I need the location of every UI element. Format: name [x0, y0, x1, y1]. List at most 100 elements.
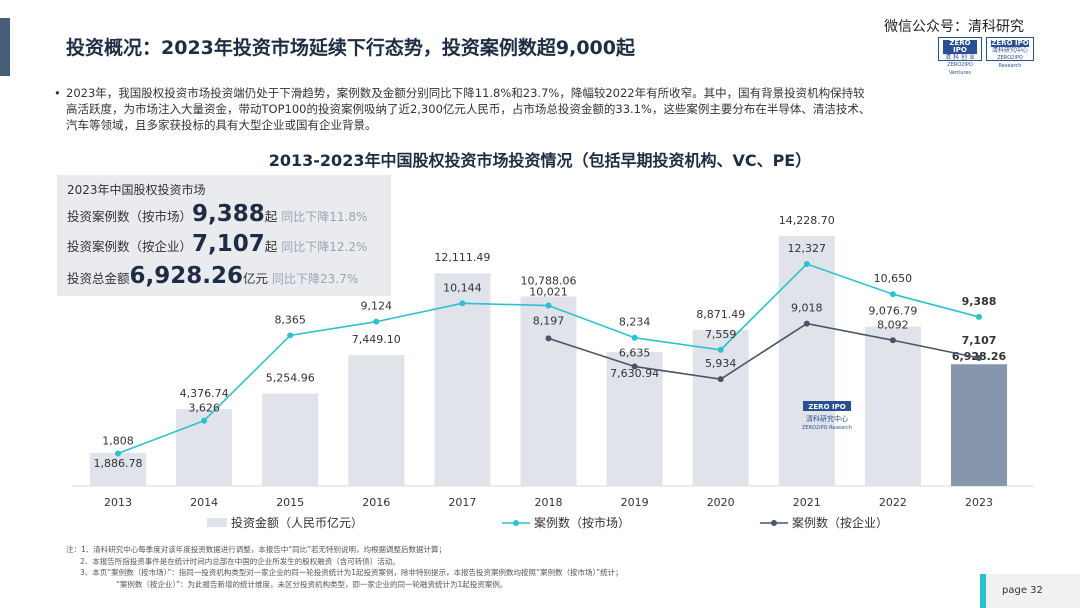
summary-row-market-value: 9,388	[192, 201, 265, 227]
legend-label-amount: 投资金额（人民币亿元）	[231, 515, 363, 530]
page-title: 投资概况：2023年投资市场延续下行态势，投资案例数超9,000起	[66, 37, 635, 59]
bar-2019	[606, 351, 663, 486]
note-4: “案例数（按企业）”：为此报告新增的统计维度，未区分投资机构类型，即一家企业的同…	[116, 579, 508, 589]
bar-2022	[864, 326, 921, 486]
label-company-2018: 8,197	[533, 314, 565, 327]
note-3: 3、本页“案例数（按市场）”：指同一投资机构类型对一家企业的同一轮投资统计为1起…	[80, 568, 623, 578]
summary-row-amount-value: 6,928.26	[129, 263, 244, 289]
summary-row-company-value: 7,107	[192, 231, 265, 257]
point-market-2015	[287, 332, 294, 339]
page-footer-accent	[980, 574, 986, 608]
label-company-2020: 5,934	[705, 357, 737, 370]
bar-2017	[434, 273, 491, 486]
point-market-2023	[976, 313, 982, 320]
bullet-dot: •	[54, 86, 61, 100]
x-tick-2013: 2013	[104, 496, 132, 509]
bar-2020	[692, 330, 749, 486]
bar-2016	[348, 355, 405, 486]
label-market-2016: 9,124	[361, 300, 393, 313]
x-tick-2021: 2021	[793, 496, 821, 509]
point-market-2016	[373, 318, 380, 325]
bar-2023	[951, 364, 1007, 486]
label-market-2013: 1,808	[102, 434, 134, 447]
zero2ipo-ventures-logo: ZERO IPO 清 科 创 业 ZERO2IPO Ventures	[938, 37, 982, 76]
legend-marker-company	[771, 520, 777, 526]
logo-a-bot: ZERO2IPO Ventures	[947, 62, 973, 76]
point-market-2018	[545, 302, 552, 309]
bar-2013	[90, 452, 146, 486]
bar-label-2021: 14,228.70	[779, 214, 835, 227]
label-market-2021: 12,327	[788, 242, 827, 255]
chart-logo-mid: 清科研究中心	[806, 414, 848, 423]
legend-swatch-amount	[207, 518, 227, 527]
label-market-2019: 8,234	[619, 316, 651, 329]
bar-label-2013: 1,886.78	[94, 457, 143, 470]
legend-label-market: 案例数（按市场）	[534, 515, 630, 530]
summary-row-amount-label: 投资总金额	[67, 271, 130, 286]
point-company-2023	[976, 355, 982, 362]
label-market-2022: 10,650	[874, 272, 913, 285]
summary-row-market-yoy: 同比下降11.8%	[281, 210, 368, 224]
bullet-line-2: 高活跃度，为市场注入大量资金，带动TOP100的投资案例吸纳了近2,300亿元人…	[66, 102, 871, 116]
chart-logo-bot: ZERO2IPO Research	[802, 425, 852, 431]
bar-label-2022: 9,076.79	[868, 305, 917, 318]
point-market-2020	[717, 346, 724, 353]
summary-box: 2023年中国股权投资市场 投资案例数（按市场）9,388起 同比下降11.8% …	[57, 175, 391, 296]
point-market-2017	[459, 300, 466, 307]
x-tick-2015: 2015	[276, 496, 304, 509]
zero2ipo-research-logo: ZERO IPO 清科研究中心 ZERO2IPO Research	[986, 37, 1034, 69]
x-tick-2020: 2020	[707, 496, 735, 509]
summary-row-company-unit: 起	[264, 239, 278, 254]
summary-row-amount-unit: 亿元	[243, 271, 269, 286]
summary-row-company-label: 投资案例数（按企业）	[67, 239, 193, 254]
bar-label-2016: 7,449.10	[352, 333, 401, 346]
logo-a-mid: 清 科 创 业	[945, 54, 975, 61]
page-number: page 32	[1002, 585, 1043, 596]
line-company-cases	[548, 322, 980, 380]
bar-2021	[778, 236, 835, 486]
label-company-2023: 7,107	[962, 334, 997, 347]
bar-label-2014: 4,376.74	[180, 387, 229, 400]
point-market-2019	[631, 334, 638, 341]
legend-label-company: 案例数（按企业）	[792, 515, 888, 530]
bar-label-2018: 10,788.06	[521, 274, 577, 287]
bullet-line-1: 2023年，我国股权投资市场投资端仍处于下滑趋势，案例数及金额分别同比下降11.…	[66, 86, 865, 100]
note-2: 2、本报告所指投资事件是在统计时间内总部在中国的企业所发生的股权融资（含可转债）…	[80, 556, 400, 566]
bar-2015	[262, 393, 319, 486]
logo-b-mid: 清科研究中心	[991, 47, 1028, 54]
point-market-2013	[115, 450, 121, 457]
label-market-2015: 8,365	[274, 313, 306, 326]
label-company-2021: 9,018	[791, 302, 823, 315]
summary-bullet: • 2023年，我国股权投资市场投资端仍处于下滑趋势，案例数及金额分别同比下降1…	[54, 85, 1032, 133]
point-market-2021	[803, 261, 810, 267]
summary-row-amount-yoy: 同比下降23.7%	[272, 272, 359, 286]
label-market-2023: 9,388	[962, 295, 997, 308]
summary-row-amount: 投资总金额6,928.26亿元 同比下降23.7%	[67, 263, 358, 289]
x-tick-2019: 2019	[621, 496, 649, 509]
logo-b-bot: ZERO2IPO Research	[997, 55, 1023, 69]
chart-logo-bg	[803, 401, 851, 411]
summary-heading: 2023年中国股权投资市场	[67, 183, 206, 197]
note-1: 注：1、清科研究中心每季度对该年度投资数据进行调整，本报告中“同比”若无特别说明…	[66, 545, 447, 554]
label-market-2014: 3,626	[188, 402, 220, 415]
legend-marker-market	[513, 520, 519, 526]
footnotes: 注：1、清科研究中心每季度对该年度投资数据进行调整，本报告中“同比”若无特别说明…	[66, 544, 623, 590]
label-market-2020: 7,559	[705, 328, 737, 341]
label-company-2019: 6,635	[619, 347, 651, 360]
x-tick-2022: 2022	[879, 496, 907, 509]
bar-label-2017: 12,111.49	[434, 251, 490, 264]
x-tick-2017: 2017	[448, 496, 476, 509]
point-company-2018	[545, 335, 552, 342]
point-market-2022	[889, 291, 896, 298]
title-accent-bar	[0, 18, 10, 76]
label-company-2022: 8,092	[877, 318, 909, 331]
summary-row-market: 投资案例数（按市场）9,388起 同比下降11.8%	[67, 201, 367, 227]
summary-row-market-unit: 起	[264, 209, 278, 224]
bar-2018	[520, 296, 577, 486]
bar-label-2015: 5,254.96	[266, 372, 315, 385]
summary-row-company-yoy: 同比下降12.2%	[281, 240, 368, 254]
chart-logo-top: ZERO IPO	[808, 403, 845, 411]
point-company-2021	[803, 320, 810, 327]
x-tick-2018: 2018	[535, 496, 563, 509]
